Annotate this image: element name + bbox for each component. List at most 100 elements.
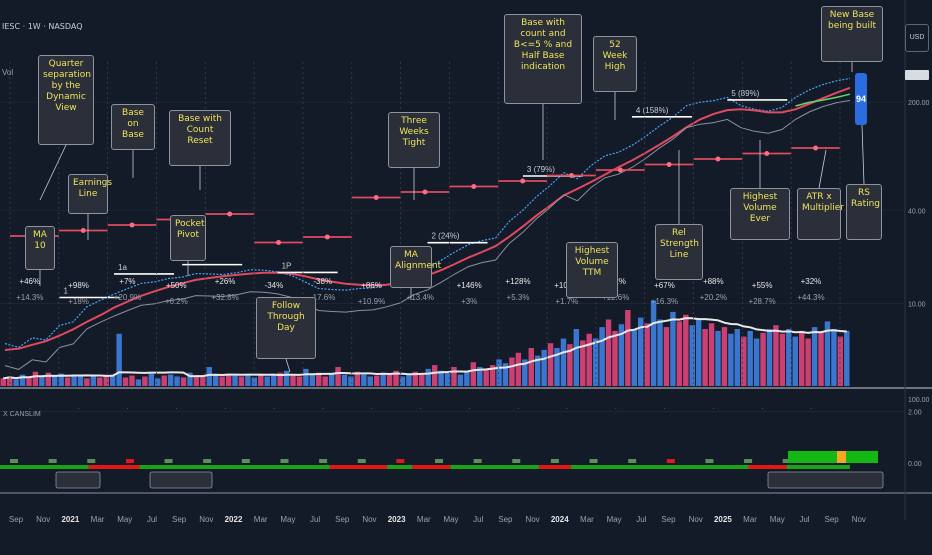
indicator-dot: · (78, 406, 80, 412)
volume-bar (309, 374, 316, 386)
volume-bar (161, 375, 167, 386)
indicator-dot: · (713, 406, 715, 412)
x-tick-label: 2022 (225, 515, 243, 524)
volume-bar (631, 329, 637, 386)
volume-bar (180, 377, 187, 386)
quarter-sub-label: -17.6% (310, 293, 335, 302)
pivot-label: 1a (118, 263, 127, 272)
volume-bar (773, 325, 779, 386)
indicator-dot: · (615, 406, 617, 412)
volume-bar (264, 376, 270, 386)
currency-badge[interactable]: USD (905, 24, 929, 52)
volume-bar (97, 377, 103, 386)
volume-bar (296, 376, 303, 386)
x-tick-label: Nov (36, 515, 50, 524)
earnings-node (666, 162, 672, 167)
x-tick-label: May (607, 515, 622, 524)
volume-bar (457, 374, 464, 386)
volume-bar (354, 371, 361, 386)
volume-bar (206, 367, 212, 386)
volume-bar (509, 357, 515, 386)
volume-bar (225, 373, 232, 386)
indicator-dot: · (468, 406, 470, 412)
volume-bar (84, 378, 90, 386)
callout-quarter-separation: Quarter separation by the Dynamic View (38, 55, 94, 145)
volume-bar (805, 338, 811, 386)
volume-bar (348, 376, 354, 386)
volume-bar (148, 373, 155, 386)
volume-bar (663, 327, 670, 386)
canslim-segment (88, 465, 140, 469)
volume-bar (599, 327, 605, 386)
volume-bar (515, 352, 522, 386)
indicator-dot: · (29, 406, 31, 412)
volume-bar (77, 376, 84, 386)
volume-bar (232, 375, 238, 386)
pivot-label: 5 (89%) (731, 89, 759, 98)
volume-bar (373, 375, 380, 386)
price-line (4, 77, 851, 349)
earnings-node (520, 178, 526, 184)
canslim-marker (280, 459, 289, 463)
volume-bar (32, 371, 39, 386)
y-tick-label: 40.00 (908, 208, 926, 215)
volume-bar (393, 370, 399, 386)
volume-bar (483, 368, 489, 386)
volume-bar (187, 372, 193, 386)
x-tick-label: Jul (473, 515, 483, 524)
volume-bar (64, 377, 71, 386)
canslim-marker (705, 459, 714, 463)
symbol-title: IESC · 1W · NASDAQ (2, 22, 83, 31)
earnings-node (227, 211, 233, 217)
volume-bar (567, 344, 573, 386)
canslim-marker (48, 459, 57, 463)
callout-base-count-reset: Base with Count Reset (169, 110, 231, 166)
canslim-marker (744, 459, 753, 463)
volume-bar (303, 368, 309, 386)
earnings-node (324, 234, 330, 240)
x-tick-label: May (117, 515, 132, 524)
earnings-node (568, 173, 574, 178)
callout-atr-multiplier: ATR x Multiplier (797, 188, 844, 240)
earnings-node (471, 184, 477, 189)
rel-strength-line (4, 99, 851, 370)
volume-bar (116, 333, 122, 386)
volume-bar (689, 325, 695, 386)
volume-bar (419, 374, 425, 386)
canslim-segment (570, 465, 749, 469)
volume-bar (129, 375, 135, 386)
volume-bar (380, 372, 386, 386)
canslim-segment (786, 465, 850, 469)
quarter-change-label: -34% (265, 281, 284, 290)
indicator-tick-label: 0.00 (908, 461, 922, 468)
x-tick-label: Nov (689, 515, 703, 524)
x-tick-label: 2021 (61, 515, 79, 524)
x-tick-label: Nov (525, 515, 539, 524)
volume-bar (122, 377, 129, 386)
callout-leader (818, 149, 827, 189)
volume-bar (270, 374, 277, 386)
volume-bar (818, 332, 824, 386)
x-tick-label: Mar (254, 515, 268, 524)
earnings-node (764, 151, 770, 156)
volume-bar (502, 363, 509, 386)
y-tick-label: 200.00 (908, 100, 930, 107)
volume-bar (747, 330, 753, 386)
canslim-marker (782, 459, 791, 463)
volume-bar (283, 370, 290, 386)
canslim-marker (628, 459, 637, 463)
x-tick-label: Sep (498, 515, 513, 524)
volume-bar (644, 323, 650, 386)
canslim-marker (666, 459, 675, 463)
callout-rel-strength-line: Rel Strength Line (655, 224, 703, 280)
volume-bar (167, 374, 174, 386)
callout-new-base: New Base being built (821, 6, 883, 62)
pivot-label: 1 (64, 287, 69, 296)
volume-bar (412, 371, 419, 386)
callout-highest-volume-ttm: Highest Volume TTM (566, 242, 618, 298)
legend-panel (767, 471, 884, 489)
pivot-label: 1P (282, 261, 292, 270)
ma-green-line (795, 93, 851, 107)
volume-ma-line (3, 317, 847, 380)
